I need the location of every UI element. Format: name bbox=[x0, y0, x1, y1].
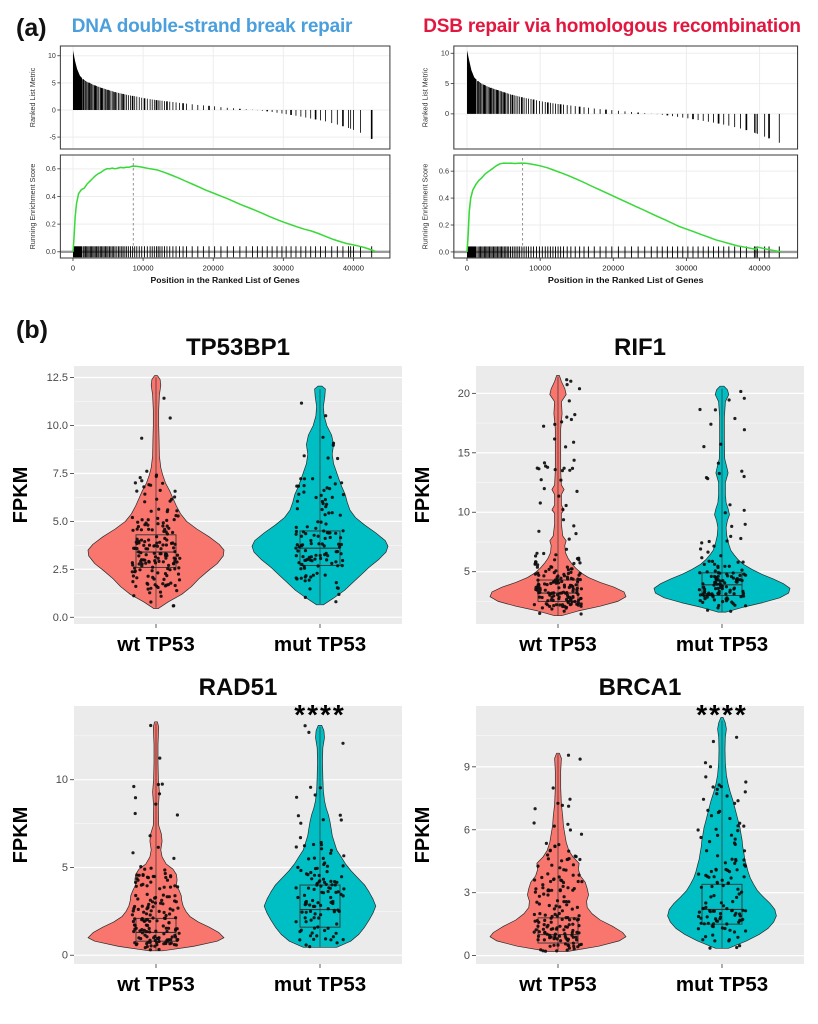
gene-title-rad51: RAD51 bbox=[198, 674, 278, 701]
svg-text:10: 10 bbox=[441, 49, 449, 58]
category-label-wt: wt TP53 bbox=[116, 973, 194, 996]
violin-wt bbox=[87, 375, 225, 610]
svg-text:5: 5 bbox=[52, 80, 56, 87]
svg-text:10: 10 bbox=[48, 53, 56, 60]
svg-text:0.6: 0.6 bbox=[46, 166, 56, 173]
svg-text:10.0: 10.0 bbox=[47, 420, 68, 432]
category-label-wt: wt TP53 bbox=[116, 633, 194, 656]
svg-text:0.4: 0.4 bbox=[46, 194, 56, 201]
panel-b-label: (b) bbox=[16, 316, 48, 344]
svg-text:FPKM: FPKM bbox=[10, 807, 32, 864]
svg-text:30000: 30000 bbox=[675, 264, 697, 273]
svg-text:Running Enrichment Score: Running Enrichment Score bbox=[28, 164, 37, 250]
svg-text:0: 0 bbox=[464, 950, 470, 962]
svg-text:20: 20 bbox=[458, 388, 470, 400]
svg-text:Position in the Ranked List of: Position in the Ranked List of Genes bbox=[548, 275, 704, 285]
svg-text:0: 0 bbox=[52, 107, 56, 114]
violin-block-rif1: RIF1 5 10 15 20 wt TP53 mut TP53 FPKM bbox=[412, 334, 810, 668]
panel-a-label: (a) bbox=[16, 14, 47, 42]
svg-text:5: 5 bbox=[62, 862, 68, 874]
panel-a: (a) DNA double-strand break repair -5 0 5 1… bbox=[0, 8, 818, 300]
svg-text:15: 15 bbox=[458, 447, 470, 459]
violin-wt bbox=[489, 375, 627, 617]
svg-text:0: 0 bbox=[62, 950, 68, 962]
violin-chart-rad51: **** 0 5 10 wt TP53 mut TP53 FPKM bbox=[10, 702, 402, 996]
svg-text:0.6: 0.6 bbox=[439, 167, 449, 176]
category-label-mut: mut TP53 bbox=[274, 633, 366, 656]
significance-stars: **** bbox=[294, 702, 346, 730]
violin-wt bbox=[87, 721, 225, 952]
svg-text:0: 0 bbox=[71, 264, 75, 273]
svg-text:6: 6 bbox=[464, 824, 470, 836]
svg-text:10: 10 bbox=[458, 507, 470, 519]
svg-text:0: 0 bbox=[445, 109, 449, 118]
svg-text:12.5: 12.5 bbox=[47, 372, 68, 384]
violin-mut bbox=[653, 385, 791, 613]
gsea-left-chart: -5 0 5 10 0.0 0.2 0.4 0.6 0 10000 20000 30000 40000 P… bbox=[28, 45, 391, 285]
category-label-wt: wt TP53 bbox=[518, 633, 596, 656]
svg-text:20000: 20000 bbox=[203, 264, 224, 273]
svg-text:7.5: 7.5 bbox=[53, 468, 68, 480]
significance-stars: **** bbox=[696, 702, 748, 730]
svg-text:5.0: 5.0 bbox=[53, 516, 68, 528]
svg-text:5: 5 bbox=[445, 79, 449, 88]
svg-text:10: 10 bbox=[56, 774, 68, 786]
violin-chart-brca1: **** 0 3 6 9 wt TP53 mut TP53 FPKM bbox=[412, 702, 804, 996]
violin-chart-tp53bp1: 0.0 2.5 5.0 7.5 10.0 12.5 wt TP53 mut TP53 FPKM bbox=[10, 366, 402, 656]
enrichment-score-curve bbox=[466, 162, 782, 253]
svg-text:Ranked List Metric: Ranked List Metric bbox=[28, 67, 37, 127]
svg-text:Ranked List Metric: Ranked List Metric bbox=[420, 67, 429, 127]
svg-text:FPKM: FPKM bbox=[412, 467, 434, 524]
svg-text:0.0: 0.0 bbox=[53, 612, 68, 624]
svg-text:40000: 40000 bbox=[343, 264, 364, 273]
svg-text:40000: 40000 bbox=[749, 264, 771, 273]
gsea-right-chart: 0 5 10 0.0 0.2 0.4 0.6 0 10000 20000 30000 40000 Pos… bbox=[420, 45, 799, 285]
gene-title-brca1: BRCA1 bbox=[598, 674, 682, 701]
svg-text:0.0: 0.0 bbox=[439, 248, 449, 257]
violin-block-brca1: BRCA1 **** 0 3 6 9 wt TP53 mut TP53 FPKM bbox=[412, 674, 810, 1008]
violin-wt bbox=[489, 752, 627, 953]
gsea-left-title: DNA double-strand break repair bbox=[71, 16, 353, 37]
violin-block-tp53bp1: TP53BP1 0.0 2.5 5.0 7.5 10.0 12.5 wt TP53 mut T… bbox=[10, 334, 408, 668]
violin-mut bbox=[251, 385, 389, 606]
svg-text:FPKM: FPKM bbox=[10, 467, 32, 524]
svg-text:-5: -5 bbox=[50, 135, 56, 142]
svg-text:0.0: 0.0 bbox=[46, 249, 56, 256]
svg-text:10000: 10000 bbox=[133, 264, 154, 273]
svg-text:20000: 20000 bbox=[602, 264, 624, 273]
gene-title-rif1: RIF1 bbox=[613, 334, 666, 361]
gsea-left-block: DNA double-strand break repair -5 0 5 10 0.0… bbox=[26, 8, 398, 296]
gsea-right-block: DSB repair via homologous recombination … bbox=[418, 8, 806, 296]
svg-text:5: 5 bbox=[464, 566, 470, 578]
svg-text:9: 9 bbox=[464, 761, 470, 773]
category-label-mut: mut TP53 bbox=[676, 973, 768, 996]
enrichment-score-curve bbox=[72, 165, 377, 253]
svg-text:10000: 10000 bbox=[529, 264, 551, 273]
svg-text:Running Enrichment Score: Running Enrichment Score bbox=[420, 164, 429, 250]
svg-text:0.2: 0.2 bbox=[46, 222, 56, 229]
svg-text:3: 3 bbox=[464, 887, 470, 899]
violin-mut bbox=[263, 724, 377, 949]
svg-text:0.2: 0.2 bbox=[439, 221, 449, 230]
violin-chart-rif1: 5 10 15 20 wt TP53 mut TP53 FPKM bbox=[412, 366, 804, 656]
category-label-mut: mut TP53 bbox=[274, 973, 366, 996]
violin-mut bbox=[667, 717, 777, 950]
svg-text:2.5: 2.5 bbox=[53, 564, 68, 576]
svg-text:Position in the Ranked List of: Position in the Ranked List of Genes bbox=[151, 275, 300, 285]
category-label-wt: wt TP53 bbox=[518, 973, 596, 996]
category-label-mut: mut TP53 bbox=[676, 633, 768, 656]
svg-text:0.4: 0.4 bbox=[439, 194, 449, 203]
gsea-right-title: DSB repair via homologous recombination bbox=[423, 16, 801, 37]
gene-title-tp53bp1: TP53BP1 bbox=[185, 334, 291, 361]
violin-block-rad51: RAD51 **** 0 5 10 wt TP53 mut TP53 FPKM bbox=[10, 674, 408, 1008]
svg-text:FPKM: FPKM bbox=[412, 807, 434, 864]
svg-text:30000: 30000 bbox=[273, 264, 294, 273]
panel-b: (b) TP53BP1 0.0 2.5 5.0 7.5 10.0 12.5 wt TP53 m… bbox=[0, 300, 818, 1024]
svg-text:0: 0 bbox=[465, 264, 469, 273]
